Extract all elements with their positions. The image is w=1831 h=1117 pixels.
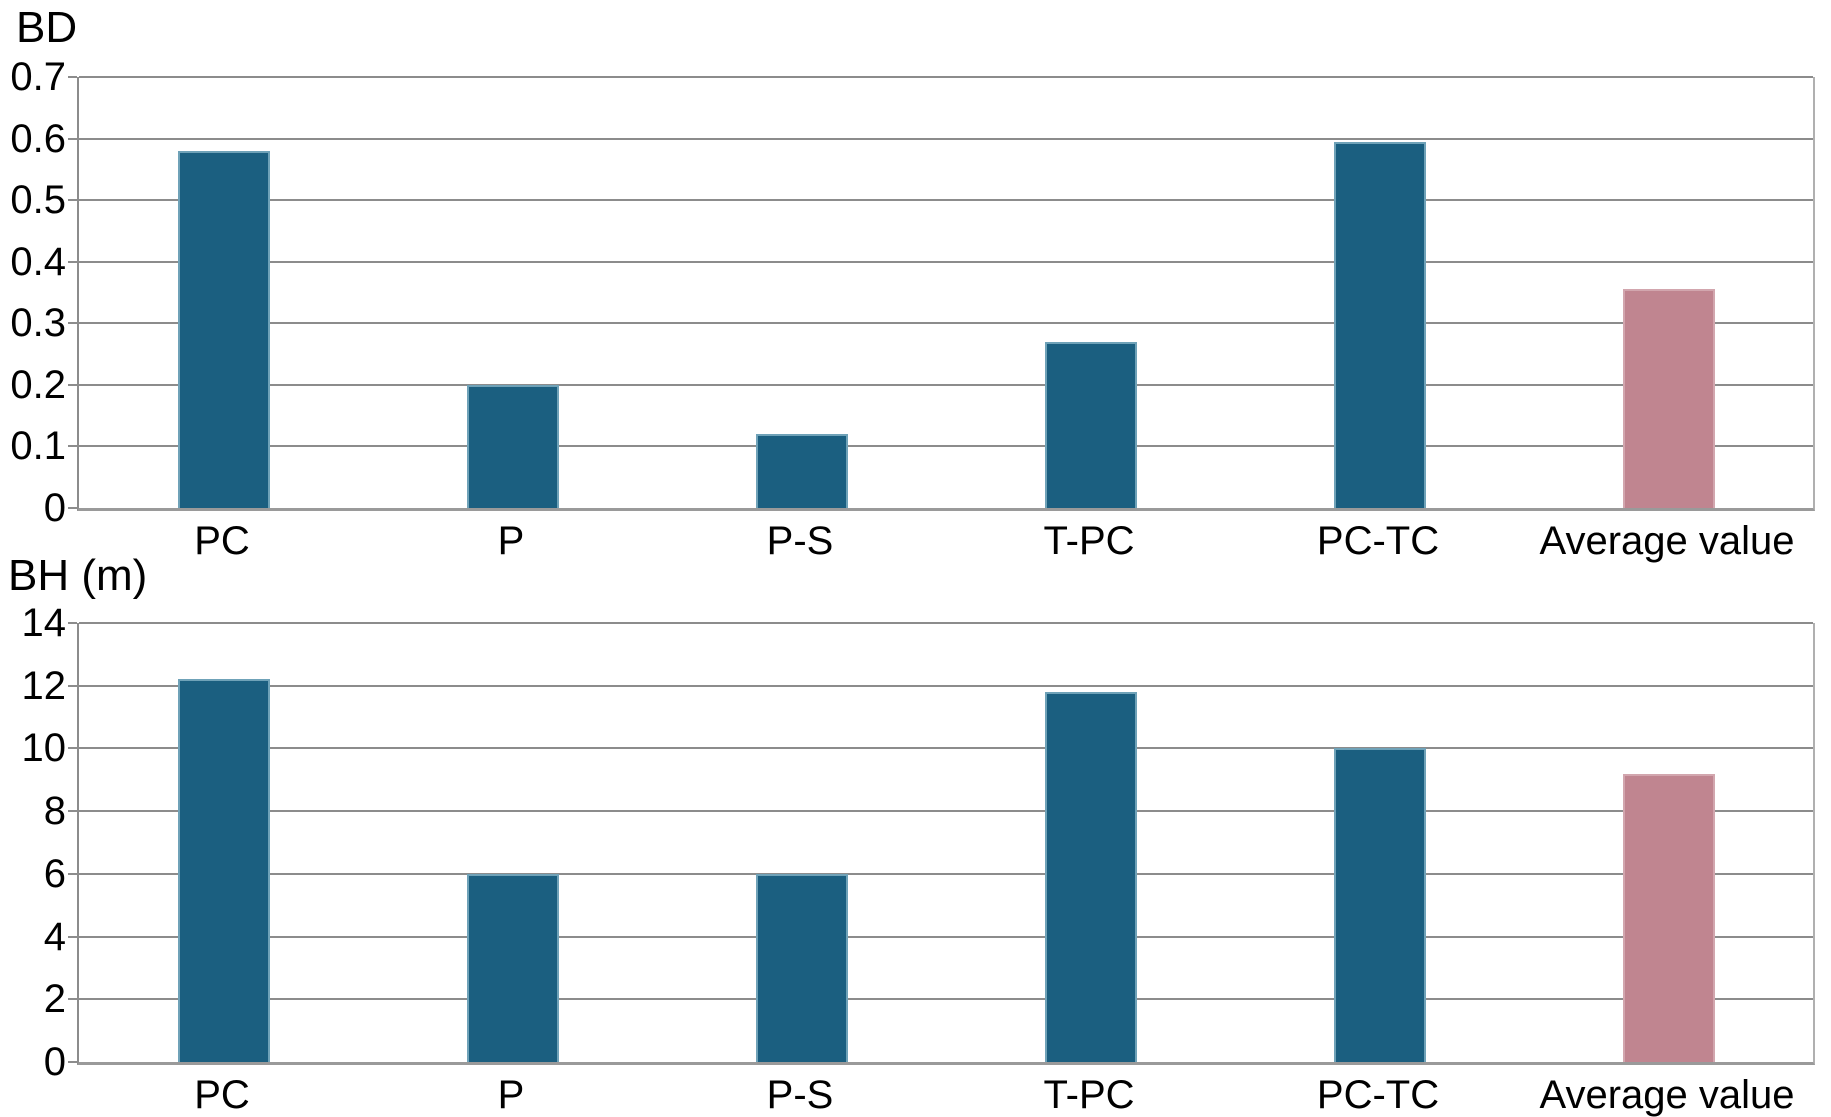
ytick-label: 12 — [21, 664, 67, 708]
ytick-mark — [68, 1061, 77, 1063]
ytick-mark — [68, 810, 77, 812]
ytick-mark — [68, 747, 77, 749]
bar-t-pc — [1045, 342, 1137, 508]
ytick-mark — [68, 199, 77, 201]
gridline-y-10 — [79, 747, 1813, 749]
bh-plot-area — [77, 622, 1815, 1065]
gridline-y-0.2 — [79, 384, 1813, 386]
ytick-mark — [68, 445, 77, 447]
xtick-label-p-s: P-S — [766, 519, 834, 563]
ytick-label: 6 — [43, 852, 66, 896]
ytick-mark — [68, 76, 77, 78]
bar-pc — [178, 679, 270, 1062]
ytick-mark — [68, 507, 77, 509]
xtick-label-pc: PC — [194, 519, 250, 563]
ytick-mark — [68, 622, 77, 624]
ytick-mark — [68, 261, 77, 263]
bar-pc — [178, 151, 270, 508]
bar-p-s — [756, 874, 848, 1062]
bar-p-s — [756, 434, 848, 508]
ytick-label: 0.6 — [10, 117, 66, 161]
gridline-y-4 — [79, 936, 1813, 938]
bd-plot-area — [77, 76, 1815, 511]
ytick-label: 2 — [43, 977, 66, 1021]
xtick-label-pc-tc: PC-TC — [1316, 519, 1440, 563]
ytick-mark — [68, 873, 77, 875]
gridline-y-0.5 — [79, 199, 1813, 201]
xtick-label-average-value: Average value — [1539, 1073, 1795, 1117]
gridline-y-0.3 — [79, 322, 1813, 324]
bar-pc-tc — [1334, 748, 1426, 1062]
bar-t-pc — [1045, 692, 1137, 1062]
bd-chart-title: BD — [16, 3, 78, 52]
bar-average-value — [1623, 289, 1715, 508]
ytick-mark — [68, 138, 77, 140]
ytick-label: 0 — [43, 1040, 66, 1084]
ytick-label: 0.1 — [10, 424, 66, 468]
ytick-mark — [68, 936, 77, 938]
bar-p — [467, 385, 559, 508]
xtick-label-p: P — [497, 1073, 525, 1117]
ytick-mark — [68, 998, 77, 1000]
ytick-mark — [68, 685, 77, 687]
bar-p — [467, 874, 559, 1062]
ytick-label: 0.3 — [10, 301, 66, 345]
ytick-label: 0.4 — [10, 240, 66, 284]
xtick-label-pc: PC — [194, 1073, 250, 1117]
ytick-label: 8 — [43, 789, 66, 833]
gridline-y-0.7 — [79, 76, 1813, 78]
ytick-mark — [68, 384, 77, 386]
xtick-label-p-s: P-S — [766, 1073, 834, 1117]
ytick-mark — [68, 322, 77, 324]
bar-average-value — [1623, 774, 1715, 1062]
xtick-label-t-pc: T-PC — [1043, 1073, 1135, 1117]
xtick-label-average-value: Average value — [1539, 519, 1795, 563]
xtick-label-p: P — [497, 519, 525, 563]
gridline-y-0.1 — [79, 445, 1813, 447]
ytick-label: 0.5 — [10, 178, 66, 222]
ytick-label: 14 — [21, 601, 67, 645]
gridline-y-14 — [79, 622, 1813, 624]
ytick-label: 0.2 — [10, 363, 66, 407]
gridline-y-8 — [79, 810, 1813, 812]
ytick-label: 4 — [43, 915, 66, 959]
gridline-y-0.6 — [79, 138, 1813, 140]
ytick-label: 0 — [43, 486, 66, 530]
xtick-label-pc-tc: PC-TC — [1316, 1073, 1440, 1117]
ytick-label: 10 — [21, 726, 67, 770]
gridline-y-12 — [79, 685, 1813, 687]
xtick-label-t-pc: T-PC — [1043, 519, 1135, 563]
bar-pc-tc — [1334, 142, 1426, 508]
ytick-label: 0.7 — [10, 55, 66, 99]
gridline-y-0.4 — [79, 261, 1813, 263]
gridline-y-6 — [79, 873, 1813, 875]
bh-chart-title: BH (m) — [8, 551, 148, 600]
gridline-y-2 — [79, 998, 1813, 1000]
